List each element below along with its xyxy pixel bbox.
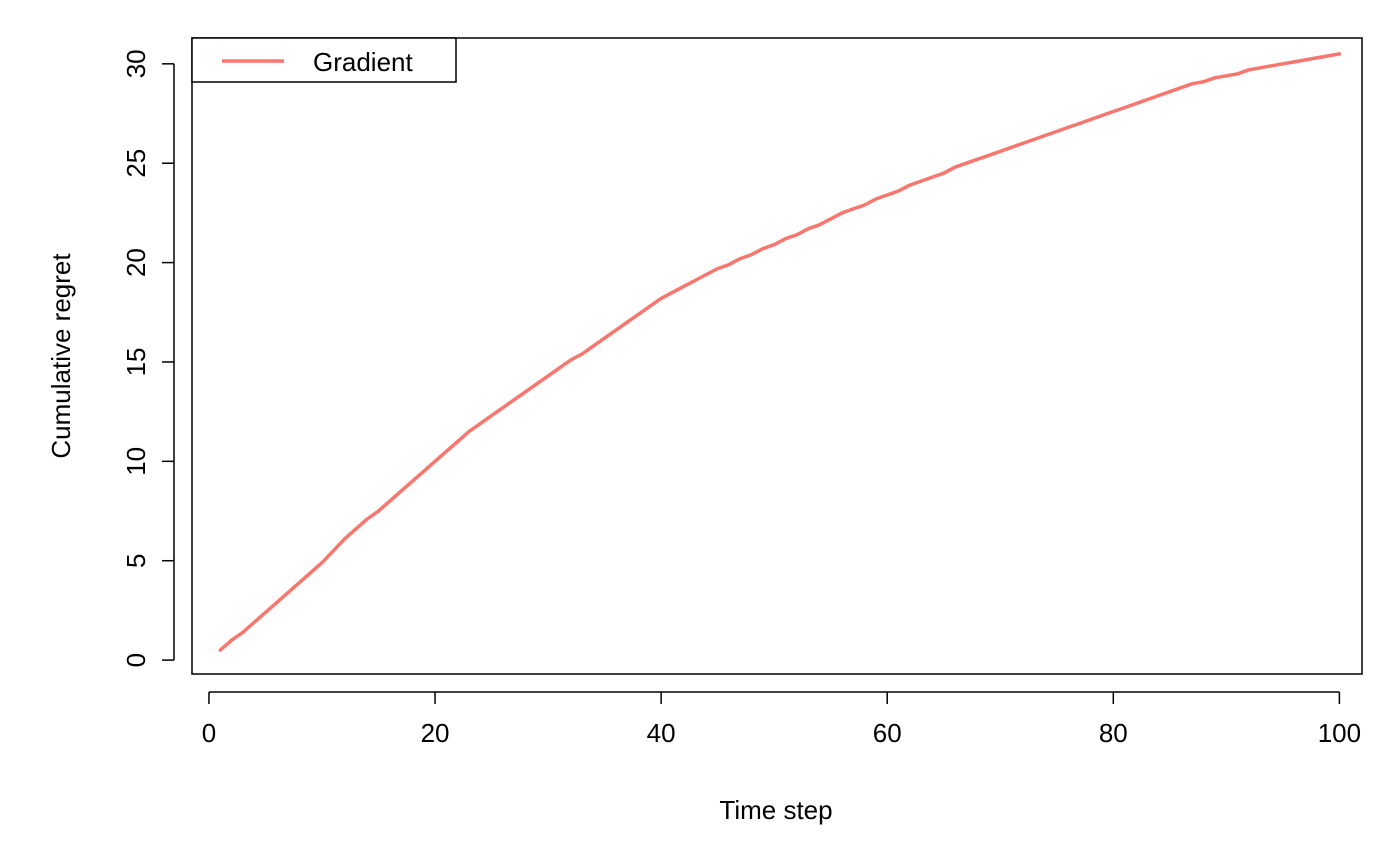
series-line-gradient [218,52,1342,652]
y-tick-label: 30 [121,49,151,78]
y-tick-label: 10 [121,447,151,476]
x-tick-label: 20 [421,718,450,748]
x-tick-label: 100 [1318,718,1361,748]
x-axis-label: Time step [719,795,832,825]
y-tick-label: 20 [121,248,151,277]
x-axis: 0 20 40 60 80 100 [202,691,1361,748]
y-tick-label: 15 [121,348,151,377]
x-tick-label: 0 [202,718,216,748]
y-axis-label: Cumulative regret [46,253,76,459]
x-tick-label: 80 [1099,718,1128,748]
legend-label-gradient: Gradient [313,47,413,77]
plot-frame [191,37,1363,675]
y-tick-label: 25 [121,149,151,178]
x-tick-label: 60 [873,718,902,748]
y-tick-label: 5 [121,553,151,567]
y-tick-label: 0 [121,653,151,667]
y-axis: 0 5 10 15 20 25 30 [121,49,175,667]
x-tick-label: 40 [647,718,676,748]
legend: Gradient [191,37,457,83]
